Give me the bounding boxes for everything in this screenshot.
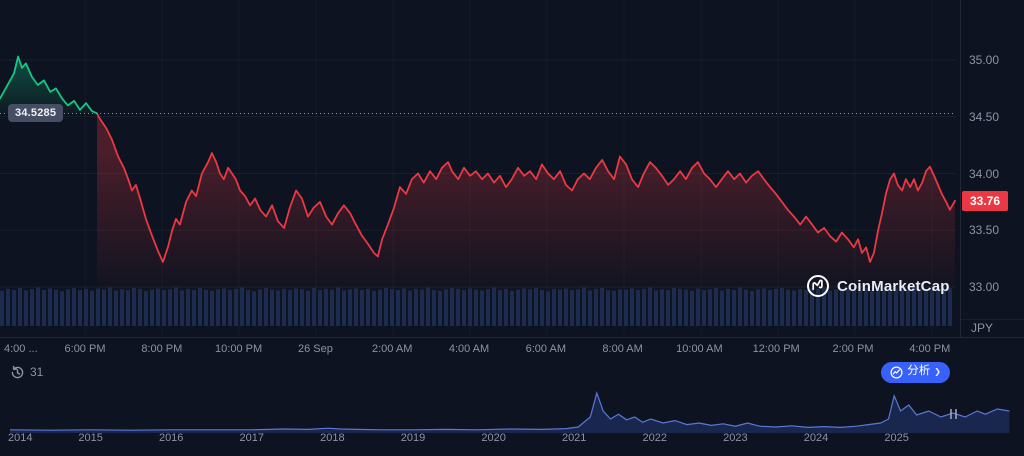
time-axis[interactable]: 4:00 ... 6:00 PM 8:00 PM 10:00 PM 26 Sep 2:00… (0, 337, 1024, 358)
price-axis-label: 35.00 (969, 53, 1000, 67)
coinmarketcap-logo-icon (807, 275, 829, 297)
watermark-brand: CoinMarketCap (837, 277, 950, 295)
time-axis-label: 10:00 PM (215, 343, 263, 355)
time-axis-label: 4:00 ... (4, 343, 38, 355)
range-selector[interactable]: 2014 2015 2016 2017 2018 2019 2020 2021 2022 2023… (0, 386, 1024, 456)
chevron-right-icon: ❯ (934, 367, 941, 376)
range-year-label: 2014 (8, 432, 33, 444)
chart-toolbar: 31 分析 ❯ (0, 358, 960, 386)
volume-bars (0, 287, 952, 326)
time-axis-label: 4:00 PM (909, 343, 951, 355)
range-year-label: 2019 (400, 432, 426, 444)
price-axis-label: 34.00 (969, 166, 1000, 181)
time-axis-label: 12:00 PM (752, 343, 800, 355)
price-chart-canvas[interactable] (0, 0, 960, 337)
analyze-button[interactable]: 分析 ❯ (881, 361, 950, 383)
main-chart-region[interactable]: 34.5285 CoinMarketCap (0, 0, 960, 337)
history-icon (11, 365, 24, 378)
coinmarketcap-watermark: CoinMarketCap (806, 274, 950, 298)
range-year-label: 2017 (239, 432, 265, 444)
time-axis-label: 2:00 AM (372, 343, 413, 355)
open-price-label: 34.5285 (8, 103, 64, 122)
price-axis-label: 33.00 (969, 280, 1000, 294)
time-axis-label: 2:00 PM (832, 343, 874, 355)
price-axis-label: 33.50 (969, 223, 1000, 238)
recently-viewed-count: 31 (30, 365, 44, 379)
range-year-label: 2020 (481, 432, 506, 444)
time-axis-label: 8:00 PM (141, 343, 183, 355)
current-price-badge: 33.76 (962, 190, 1009, 211)
range-year-label: 2025 (884, 432, 909, 444)
time-axis-label: 8:00 AM (602, 343, 643, 355)
range-year-label: 2023 (723, 432, 748, 444)
time-axis-label: 4:00 AM (448, 343, 490, 355)
analysis-icon (890, 365, 903, 379)
range-year-label: 2021 (561, 432, 587, 444)
range-handle[interactable] (950, 409, 957, 419)
range-year-label: 2016 (158, 432, 184, 444)
range-selector-canvas[interactable] (0, 386, 1024, 434)
analyze-label: 分析 (907, 365, 931, 378)
currency-label[interactable]: JPY (961, 319, 1024, 337)
time-axis-label: 10:00 AM (676, 343, 723, 355)
price-axis[interactable]: 33.76 JPY 35.00 34.50 34.00 33.50 33.00 (960, 0, 1024, 337)
price-axis-label: 34.50 (969, 109, 1000, 124)
time-axis-label: 6:00 PM (64, 343, 106, 355)
time-axis-label: 6:00 AM (525, 343, 566, 355)
range-handle-bar (950, 409, 952, 419)
range-years: 2014 2015 2016 2017 2018 2019 2020 2021 2022 2023… (0, 432, 1024, 448)
range-year-label: 2015 (78, 432, 103, 444)
range-year-label: 2018 (320, 432, 345, 444)
recently-viewed-button[interactable]: 31 (10, 365, 43, 380)
range-year-label: 2022 (642, 432, 668, 444)
range-handle-bar (955, 409, 957, 419)
time-axis-label: 26 Sep (297, 343, 333, 355)
range-year-label: 2024 (803, 432, 829, 444)
